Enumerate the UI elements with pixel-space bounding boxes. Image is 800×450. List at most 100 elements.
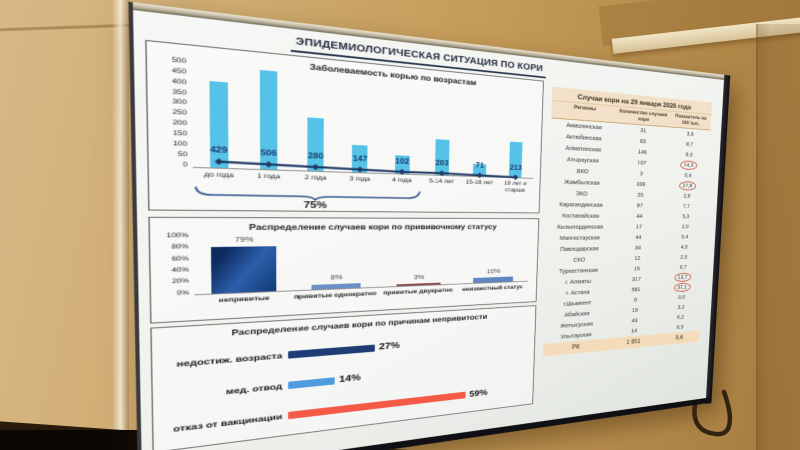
age-x-label: 5-14 лет: [428, 178, 455, 185]
rate-circled: 27,8: [678, 181, 696, 191]
rate-circled: 13,7: [674, 272, 691, 282]
age-x-label: 19 лет и старше: [503, 180, 527, 194]
status-bar-value: 10%: [486, 267, 501, 276]
region-cell: Туркестанская: [558, 266, 599, 276]
y-tick: 300: [172, 98, 187, 107]
y-tick: 0: [182, 160, 188, 169]
wall-corner-highlight: [112, 0, 129, 444]
projection-screen: ЭПИДЕМИОЛОГИЧЕСКАЯ СИТУАЦИЯ ПО КОРИ Забо…: [128, 1, 731, 450]
region-cell: Жамбылская: [564, 178, 600, 187]
cases-cell: 317: [631, 275, 641, 283]
reason-bar: [288, 391, 466, 420]
status-bar-value: 8%: [330, 272, 343, 282]
cases-cell: 83: [639, 137, 646, 146]
rate-cell: 5,3: [682, 213, 690, 220]
cases-cell: 339: [636, 180, 646, 189]
age-x-label: до года: [204, 171, 234, 180]
rate-cell: 0,7: [679, 263, 687, 271]
y-tick: 100: [172, 140, 188, 148]
age-x-label: 4 года: [391, 176, 412, 184]
status-chart-y-axis: 100% 80% 60% 40% 20% 0%: [161, 232, 190, 297]
y-tick: 100%: [166, 232, 189, 240]
y-tick: 40%: [171, 266, 189, 275]
y-tick: 200: [172, 119, 188, 128]
table-row: Костанайская 44 5,3: [548, 210, 706, 222]
status-x-label: привитые двукратно: [383, 287, 453, 297]
rate-cell: 4,5: [680, 243, 688, 251]
cases-cell: 15: [633, 265, 641, 273]
rate-cell: 8,7: [685, 140, 694, 149]
regions-table-body: Акмолинская 31 3,9 Актюбинская 83 8,7 Алматинс…: [543, 118, 710, 357]
age-bar-value: 213: [509, 163, 522, 172]
age-x-label: 15-18 лет: [465, 179, 493, 186]
cases-cell: 102: [637, 159, 647, 167]
status-bar-value: 79%: [234, 234, 254, 244]
cases-cell: 146: [637, 148, 647, 157]
region-cell: СКО: [573, 256, 586, 264]
furniture-dark-corner: [0, 430, 140, 450]
cases-cell: 3: [639, 170, 643, 178]
rate-cell: 2,0: [681, 223, 689, 231]
reason-value: 59%: [469, 388, 488, 400]
rate-cell: 14,3: [668, 160, 709, 170]
rate-cell: 3,9: [686, 130, 694, 138]
status-chart-title: Распределение случаев кори по прививочно…: [249, 222, 497, 232]
region-cell: г. Алматы: [565, 277, 592, 286]
cases-cell: 44: [635, 234, 642, 241]
cases-cell: 17: [635, 223, 642, 231]
reason-value: 14%: [339, 373, 361, 386]
rate-cell: 2,9: [683, 192, 691, 200]
cases-cell: 581: [631, 286, 641, 294]
age-bar-value: 71: [475, 160, 485, 170]
rate-cell: 27,8: [667, 181, 708, 191]
reason-label: мед. отвод: [225, 381, 283, 397]
region-cell: ЗКО: [575, 190, 588, 198]
reason-bar: [288, 344, 375, 359]
cases-cell: 1 951: [626, 337, 641, 346]
column-header-rate: Показатель на 100 тыс.: [674, 113, 707, 127]
region-cell: Кызылординская: [557, 223, 604, 231]
status-x-label: неизвестный статус: [462, 284, 523, 293]
y-tick: 80%: [171, 243, 189, 252]
reason-bar: [288, 377, 335, 390]
y-tick: 0%: [176, 289, 190, 297]
age-x-label: 1 года: [257, 172, 281, 181]
age-x-label: 2 года: [304, 174, 327, 182]
region-cell: Костанайская: [562, 212, 600, 220]
cases-cell: 12: [634, 255, 641, 262]
slide: ЭПИДЕМИОЛОГИЧЕСКАЯ СИТУАЦИЯ ПО КОРИ Забо…: [133, 10, 725, 450]
region-cell: Павлодарская: [559, 245, 599, 254]
region-cell: ВКО: [576, 167, 589, 176]
status-bar: [473, 276, 514, 284]
y-tick: 60%: [171, 255, 189, 263]
y-tick: 400: [171, 77, 187, 87]
y-tick: 450: [171, 67, 187, 76]
screen-cable: [692, 381, 732, 437]
age-chart-y-axis: 500 450 400 350 300 250 200 150 100 50 0: [153, 56, 188, 169]
age-annotation-label: 75%: [303, 200, 327, 211]
cases-cell: 87: [636, 202, 643, 210]
reason-value: 27%: [378, 341, 400, 353]
status-bar: [396, 282, 441, 287]
region-cell: Карагандинская: [559, 201, 603, 209]
region-cell: Алматинская: [565, 144, 602, 154]
rate-cell: 0,0: [677, 293, 686, 301]
status-x-label: непривитые: [218, 295, 270, 305]
rate-cell: 0,4: [684, 172, 692, 180]
y-tick: 50: [177, 150, 188, 159]
rate-circled: 37,1: [673, 282, 691, 293]
region-cell: Атырауская: [566, 155, 600, 165]
status-x-label: привитые однократно: [294, 290, 377, 301]
cases-cell: 34: [634, 244, 641, 252]
status-bar: [210, 245, 277, 294]
rate-cell: 3,2: [677, 303, 685, 311]
age-bar-value: 102: [395, 156, 410, 166]
rate-circled: 14,3: [679, 160, 697, 170]
cases-cell: 44: [636, 212, 643, 220]
age-bar-value: 280: [307, 150, 324, 161]
y-tick: 150: [172, 129, 188, 138]
y-tick: 500: [171, 56, 187, 66]
reason-label: отказ от вакцинации: [173, 411, 283, 435]
cases-cell: 20: [637, 191, 644, 199]
